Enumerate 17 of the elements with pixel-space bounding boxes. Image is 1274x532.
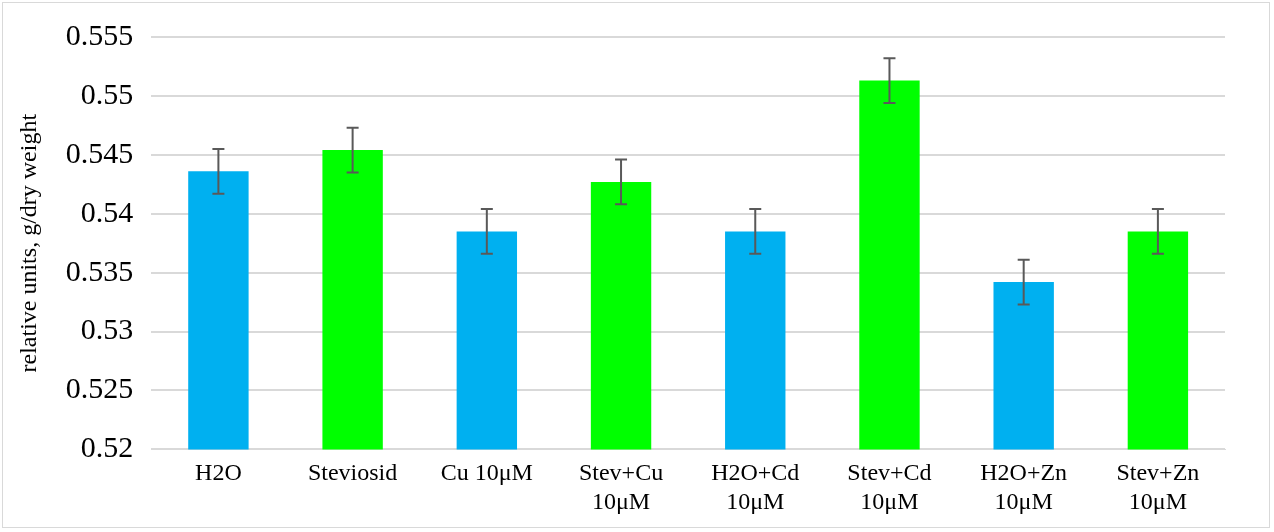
x-tick-label: Steviosid [307, 459, 398, 486]
x-tick-label: H2O+Cd 10μM [711, 459, 800, 514]
y-tick-label: 0.535 [65, 253, 134, 287]
x-tick-label: H2O+Zn 10μM [980, 459, 1068, 514]
y-tick-label: 0.545 [65, 135, 134, 169]
y-tick-label: 0.52 [80, 430, 134, 464]
x-tick-label: H2O [195, 459, 242, 486]
y-tick-label: 0.53 [80, 312, 134, 346]
y-tick-label: 0.555 [65, 17, 134, 51]
x-tick-label: Stev+Zn 10μM [1116, 459, 1200, 514]
y-tick-label: 0.54 [80, 194, 134, 228]
y-axis-title: relative units, g/dry weight [14, 113, 41, 373]
y-tick-label: 0.55 [80, 76, 134, 110]
x-tick-label: Stev+Cd 10μM [847, 459, 932, 514]
y-tick-label: 0.525 [65, 371, 134, 405]
x-tick-label: Stev+Cu 10μM [578, 459, 664, 514]
x-tick-label: Cu 10μM [440, 459, 533, 486]
